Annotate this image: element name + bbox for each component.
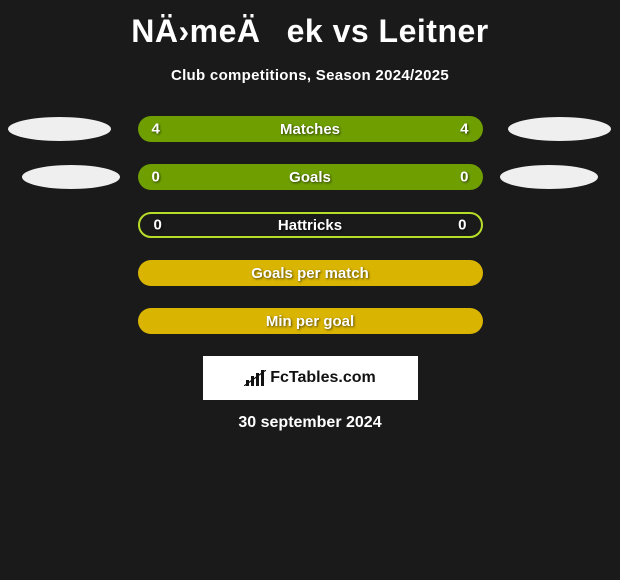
team-right-badge: [508, 117, 611, 141]
stat-bar: 0 Goals 0: [138, 164, 483, 190]
team-right-badge: [500, 165, 598, 189]
stat-value-left: 4: [152, 121, 160, 138]
stat-value-right: 0: [460, 169, 468, 186]
stat-bar: 0 Hattricks 0: [138, 212, 483, 238]
stat-value-left: 0: [152, 169, 160, 186]
fctables-text: FcTables.com: [270, 369, 376, 387]
stat-row: Min per goal: [0, 308, 620, 334]
stat-bar: 4 Matches 4: [138, 116, 483, 142]
stat-label: Matches: [280, 121, 340, 138]
fctables-watermark: FcTables.com: [203, 356, 418, 400]
team-left-badge: [8, 117, 111, 141]
stats-rows: 4 Matches 4 0 Goals 0 0 Hattricks 0 Goals per mat…: [0, 116, 620, 334]
stat-value-left: 0: [154, 217, 162, 234]
stat-row: Goals per match: [0, 260, 620, 286]
stat-row: 0 Goals 0: [0, 164, 620, 190]
stat-value-right: 0: [458, 217, 466, 234]
page-title: NÄ›meÄek vs Leitner: [0, 0, 620, 53]
stat-label: Goals: [289, 169, 331, 186]
stat-row: 0 Hattricks 0: [0, 212, 620, 238]
stat-label: Min per goal: [266, 313, 354, 330]
stat-bar: Goals per match: [138, 260, 483, 286]
stat-bar: Min per goal: [138, 308, 483, 334]
stat-label: Hattricks: [278, 217, 342, 234]
bar-chart-icon: [244, 370, 266, 386]
team-left-badge: [22, 165, 120, 189]
subtitle: Club competitions, Season 2024/2025: [0, 67, 620, 84]
stat-value-right: 4: [460, 121, 468, 138]
date-text: 30 september 2024: [0, 414, 620, 432]
stat-label: Goals per match: [251, 265, 369, 282]
stat-row: 4 Matches 4: [0, 116, 620, 142]
